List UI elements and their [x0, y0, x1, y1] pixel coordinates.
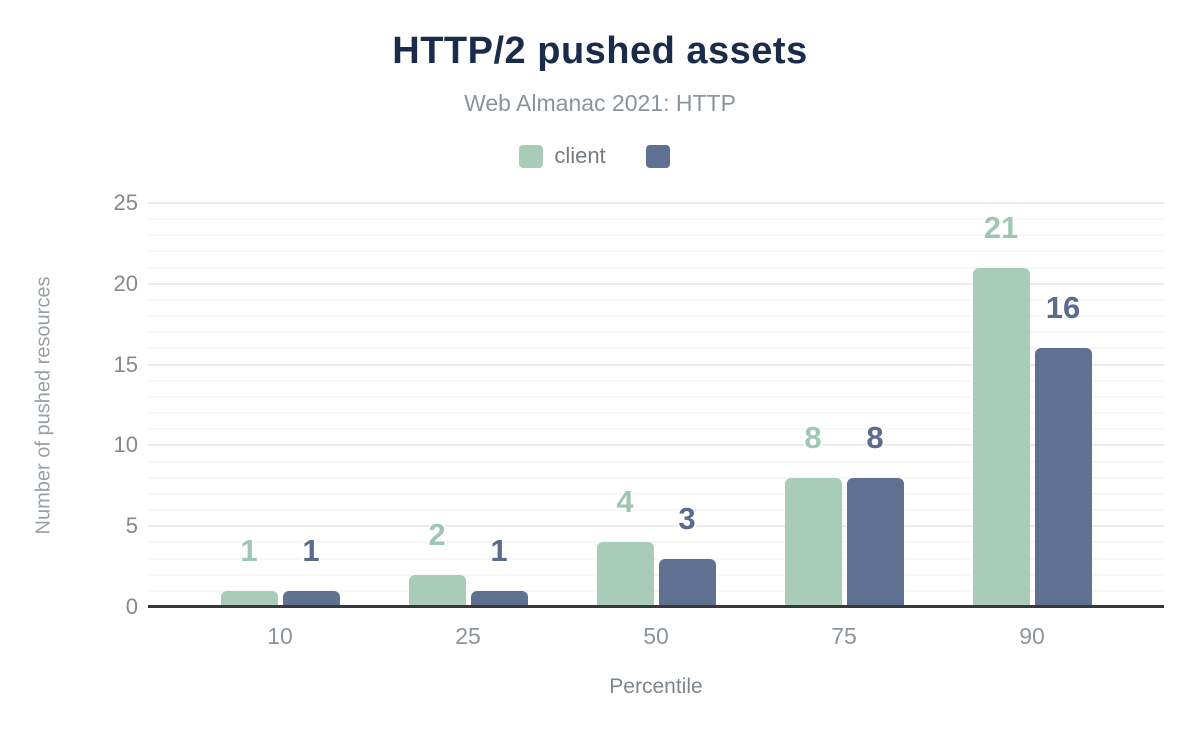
bars-container: 1 1 10 2 1 25 4 3 50 8 8 75 21 16 90: [148, 203, 1164, 649]
x-tick-label: 25: [455, 623, 481, 649]
gridline: [148, 444, 1164, 447]
x-tick-label: 10: [267, 623, 293, 649]
gridline: [148, 509, 1164, 512]
gridline: [148, 266, 1164, 269]
gridline: [148, 347, 1164, 350]
y-tick-label: 5: [125, 513, 138, 539]
gridline: [148, 460, 1164, 463]
legend-label: client: [554, 143, 606, 168]
y-tick-label: 15: [113, 351, 138, 377]
value-label: 2: [428, 516, 446, 552]
gridline: [148, 234, 1164, 237]
bar-client-p75: 8: [784, 420, 842, 607]
gridline: [148, 282, 1164, 285]
chart-title: HTTP/2 pushed assets: [392, 30, 808, 72]
gridline: [148, 573, 1164, 576]
gridline: [148, 412, 1164, 415]
value-label: 8: [866, 419, 884, 455]
bar-client-p10: 1: [220, 533, 278, 607]
bar-client-p25: 2: [408, 517, 466, 607]
y-axis-title-wrap: Number of pushed resources: [29, 203, 59, 607]
bar-group: 2 1 25: [374, 517, 562, 649]
gridline: [148, 476, 1164, 479]
value-label: 8: [804, 419, 822, 455]
x-tick-label: 50: [643, 623, 669, 649]
gridline: [148, 250, 1164, 253]
bar-group: 8 8 75: [750, 420, 938, 649]
bar-client-p90: 21: [972, 210, 1030, 607]
y-tick-label: 10: [113, 432, 138, 458]
value-label: 1: [240, 532, 258, 568]
gridline: [148, 428, 1164, 431]
bar-series2-p25: 1: [470, 533, 528, 607]
y-tick-label: 0: [125, 594, 138, 619]
value-label: 1: [302, 532, 320, 568]
value-label: 21: [983, 209, 1019, 245]
gridline: [148, 589, 1164, 592]
bar-series2-p90: 16: [1034, 290, 1092, 607]
gridline: [148, 218, 1164, 221]
value-label: 3: [678, 500, 696, 536]
gridline: [148, 379, 1164, 382]
chart-subtitle: Web Almanac 2021: HTTP: [464, 90, 736, 116]
gridline: [148, 331, 1164, 334]
gridline: [148, 492, 1164, 495]
legend-swatch: [519, 144, 544, 168]
legend-item-client: client: [519, 143, 606, 169]
gridline: [148, 315, 1164, 318]
gridline: [148, 557, 1164, 560]
gridline: [148, 363, 1164, 366]
value-label: 4: [616, 484, 634, 520]
y-tick-label: 25: [113, 190, 138, 215]
bar-client-p50: 4: [596, 484, 654, 607]
bar-series2-p75: 8: [846, 420, 904, 607]
bar-series2-p10: 1: [282, 533, 340, 607]
legend: client: [0, 143, 1200, 169]
bar-series2-p50: 3: [658, 501, 716, 607]
x-axis-line: [148, 605, 1164, 608]
x-axis-title: Percentile: [609, 675, 703, 698]
gridline: [148, 202, 1164, 204]
value-label: 16: [1045, 290, 1081, 326]
y-axis-title: Number of pushed resources: [32, 276, 55, 534]
value-label: 1: [490, 532, 508, 568]
legend-item-series2: [645, 144, 681, 168]
x-tick-label: 90: [1019, 623, 1045, 649]
bar-group: 1 1 10: [186, 533, 374, 649]
y-tick-label: 20: [113, 270, 138, 296]
bar-group: 4 3 50: [562, 484, 750, 649]
gridline: [148, 541, 1164, 544]
gridline: [148, 525, 1164, 528]
gridline: [148, 395, 1164, 398]
gridline: [148, 298, 1164, 301]
legend-swatch: [645, 144, 670, 168]
bar-group: 21 16 90: [938, 210, 1126, 649]
x-tick-label: 75: [831, 623, 857, 649]
plot-area: 0 5 10 15 20 25 1 1 10 2 1 25 4 3 50 8 8 75 21 16 90 Number…: [33, 190, 1164, 698]
